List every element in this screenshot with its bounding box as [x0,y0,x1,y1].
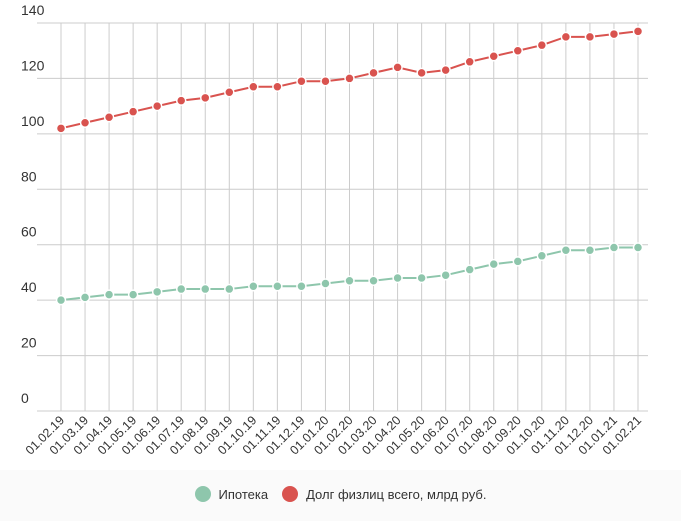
data-point [103,289,115,300]
data-point [488,51,499,62]
data-point [103,111,115,123]
legend-label-mortgage: Ипотека [218,486,269,502]
data-point [200,92,211,104]
data-point [272,81,283,92]
data-point [440,269,451,281]
data-point [512,45,524,56]
data-point [175,283,187,295]
data-point [560,245,572,256]
data-point [175,95,187,106]
legend-label-total-debt: Долг физлиц всего, млрд руб. [306,486,487,502]
data-point [344,275,355,286]
legend-swatch-total-debt [282,486,299,502]
data-point [512,256,524,267]
data-point [536,39,548,51]
data-point [488,258,499,270]
data-point [608,242,620,253]
data-point [392,272,403,284]
data-point [79,117,91,129]
data-point [55,123,67,134]
data-point [320,278,331,289]
data-point [272,281,283,292]
line-chart: 02040608010012014001.02.1901.03.1901.04.… [21,2,648,458]
data-point [608,28,620,40]
legend-item-total-debt[interactable]: Долг физлиц всего, млрд руб. [282,486,486,502]
data-point [127,106,139,117]
data-point [632,242,644,253]
y-tick-label: 40 [21,279,37,295]
data-point [55,294,67,306]
data-point [368,275,379,286]
data-point [151,286,163,298]
data-point [632,26,644,37]
legend-swatch-mortgage [194,486,211,502]
data-point [224,87,235,98]
legend: Ипотека Долг физлиц всего, млрд руб. [0,486,681,502]
data-point [464,56,475,68]
data-point [416,272,427,284]
data-point [416,67,427,79]
data-point [392,62,403,73]
y-tick-label: 60 [21,224,37,240]
data-point [464,264,475,275]
data-point [584,31,596,43]
data-point [127,289,139,300]
data-point [248,81,259,92]
y-tick-label: 140 [21,2,45,18]
data-point [224,283,235,295]
y-tick-label: 100 [21,113,45,129]
data-point [248,281,259,292]
y-tick-label: 0 [21,390,29,406]
y-tick-label: 20 [21,335,37,351]
data-point [344,73,355,84]
data-point [320,75,331,87]
data-point [200,283,211,295]
data-point [368,67,379,79]
data-point [151,100,163,112]
data-point [79,292,91,303]
legend-background [0,470,681,521]
data-point [296,281,307,292]
data-point [536,250,548,262]
data-point [584,245,596,256]
data-point [560,31,572,43]
data-point [296,75,307,87]
legend-item-mortgage[interactable]: Ипотека [194,486,269,502]
data-point [440,64,451,76]
y-tick-label: 80 [21,168,37,184]
y-tick-label: 120 [21,57,45,73]
